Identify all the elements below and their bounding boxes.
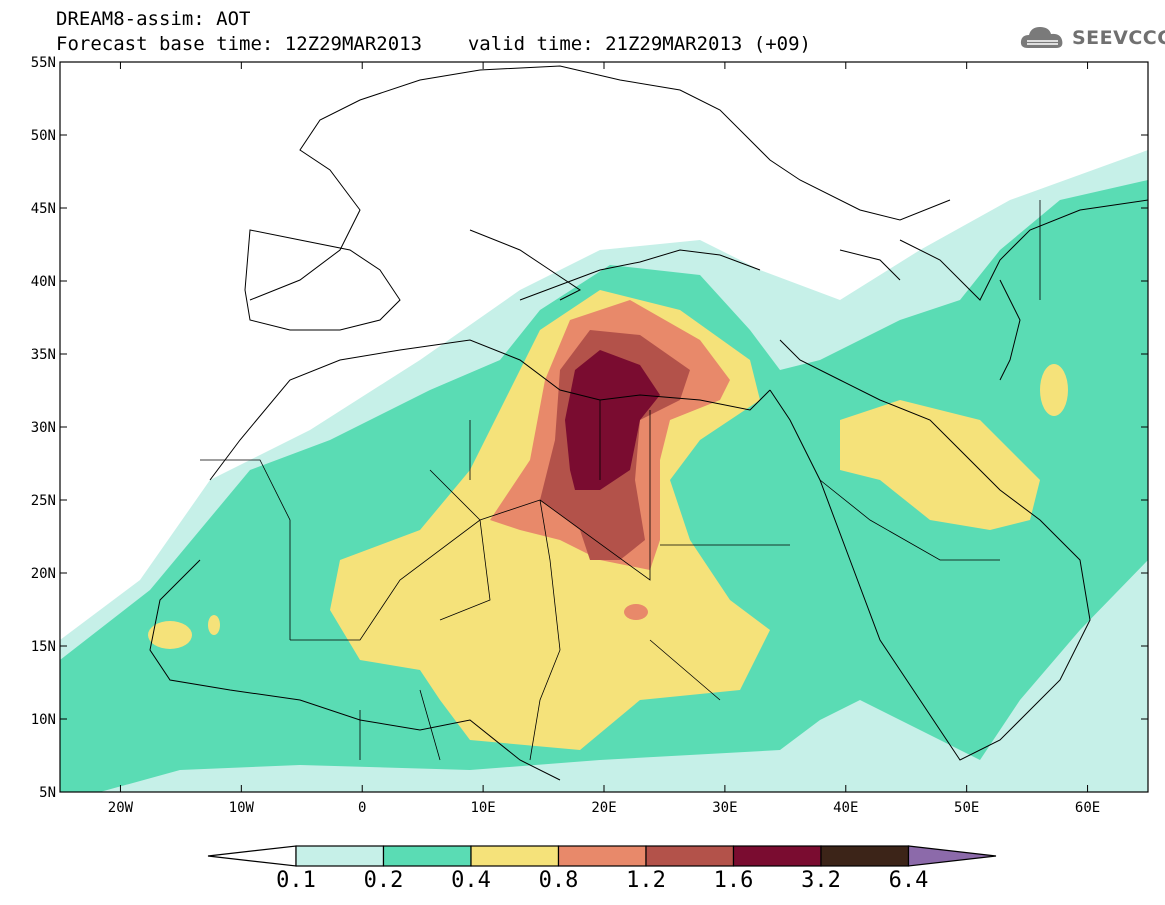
- colorbar-label-6.4: 6.4: [888, 868, 929, 893]
- valid-time: valid time: 21Z29MAR2013 (+09): [467, 33, 811, 55]
- lat-tick-label: 30N: [31, 420, 56, 436]
- colorbar-label-0.8: 0.8: [538, 868, 579, 893]
- lat-tick-label: 50N: [31, 128, 56, 144]
- lon-tick-label: 10E: [470, 800, 495, 816]
- map-title: DREAM8-assim: AOT: [56, 8, 251, 30]
- country-borders: [200, 200, 1041, 761]
- colorbar-swatch-6: [732, 845, 822, 867]
- lon-tick-label: 50E: [954, 800, 979, 816]
- lat-tick-label: 40N: [31, 274, 56, 290]
- colorbar-label-1.2: 1.2: [626, 868, 666, 893]
- logo-text: SEEVCCC: [1072, 27, 1165, 49]
- lon-tick-label: 60E: [1075, 800, 1100, 816]
- colorbar-swatch-3: [470, 845, 560, 867]
- lon-tick-label: 20W: [108, 800, 134, 816]
- colorbar-swatch-7: [820, 845, 910, 867]
- colorbar-swatch-1: [295, 845, 385, 867]
- lon-tick-label: 20E: [591, 800, 616, 816]
- colorbar-label-0.2: 0.2: [363, 868, 404, 893]
- axis-ticks: 55N 50N 45N 40N 35N 30N 25N 20N 15N 10N 5N 20W 10W 0 1…: [31, 55, 1148, 816]
- lon-tick-label: 40E: [833, 800, 858, 816]
- lat-tick-label: 20N: [31, 566, 56, 582]
- lat-tick-label: 35N: [31, 347, 56, 363]
- cloud-icon: [1020, 27, 1063, 48]
- colorbar-swatch-5: [645, 845, 735, 867]
- colorbar-label-0.4: 0.4: [451, 868, 491, 893]
- colorbar-swatch-2: [382, 845, 472, 867]
- forecast-base-time: Forecast base time: 12Z29MAR2013: [56, 33, 423, 55]
- lat-tick-label: 55N: [31, 55, 56, 71]
- lat-tick-label: 15N: [31, 639, 56, 655]
- seevccc-logo: SEEVCCC: [1018, 20, 1165, 56]
- lon-tick-label: 10W: [229, 800, 255, 816]
- lon-tick-label: 0: [358, 800, 366, 816]
- lat-tick-label: 25N: [31, 493, 56, 509]
- colorbar-label-1.6: 1.6: [713, 868, 754, 893]
- colorbar-swatch-4: [557, 845, 647, 867]
- lat-tick-label: 45N: [31, 201, 56, 217]
- colorbar-label-3.2: 3.2: [801, 868, 841, 893]
- lon-tick-label: 30E: [712, 800, 737, 816]
- colorbar-under-triangle: [207, 845, 297, 867]
- lat-tick-label: 10N: [31, 712, 56, 728]
- aot-field: [60, 62, 1148, 792]
- colorbar-over-triangle: [907, 845, 997, 867]
- colorbar-label-0.1: 0.1: [276, 868, 316, 893]
- lat-tick-label: 5N: [39, 785, 56, 801]
- colorbar: [207, 845, 997, 867]
- coastlines: [149, 65, 1148, 781]
- aot-level-1.6: [565, 350, 660, 490]
- time-info: Forecast base time: 12Z29MAR2013 valid t…: [56, 33, 811, 55]
